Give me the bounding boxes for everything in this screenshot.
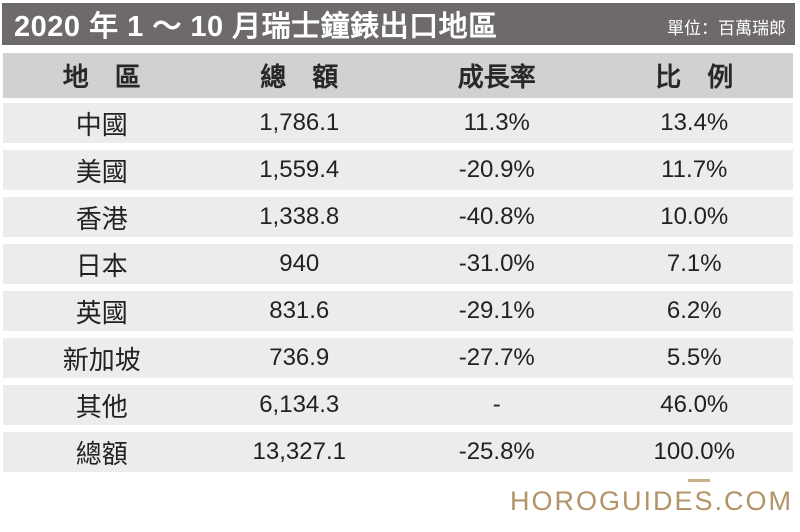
horoguides-logo-mark <box>688 479 710 482</box>
table-row-japan: 日本 940 -31.0% 7.1% <box>3 244 793 284</box>
region-cell: 香港 <box>75 203 128 234</box>
growth-cell: -25.8% <box>458 438 535 465</box>
share-cell: 13.4% <box>660 109 729 136</box>
share-cell: 46.0% <box>660 391 729 418</box>
growth-cell: -40.8% <box>458 203 535 230</box>
total-cell: 831.6 <box>269 297 330 324</box>
total-cell: 13,327.1 <box>252 438 346 465</box>
table-row-usa: 美國 1,559.4 -20.9% 11.7% <box>3 150 793 190</box>
growth-cell: 11.3% <box>463 109 530 136</box>
region-cell: 美國 <box>75 156 128 187</box>
table-row-others: 其他 6,134.3 - 46.0% <box>3 385 793 425</box>
page-title: 2020 年 1 ～ 10 月瑞士鐘錶出口地區 <box>14 11 498 43</box>
share-cell: 7.1% <box>666 250 722 277</box>
total-cell: 6,134.3 <box>259 391 340 418</box>
title-bar: 2020 年 1 ～ 10 月瑞士鐘錶出口地區 單位：百萬瑞郎 <box>2 3 795 45</box>
region-cell: 中國 <box>75 109 128 140</box>
total-cell: 1,338.8 <box>259 203 340 230</box>
column-header-share: 比 例 <box>655 62 734 92</box>
table-row-china: 中國 1,786.1 11.3% 13.4% <box>3 103 793 143</box>
table-row-uk: 英國 831.6 -29.1% 6.2% <box>3 291 793 331</box>
region-cell: 總額 <box>75 438 128 469</box>
export-table: 地 區 總 額 成長率 比 例 中國 1,786.1 11.3% 13.4% 美… <box>3 53 793 472</box>
column-header-total: 總 額 <box>260 62 339 92</box>
column-header-growth: 成長率 <box>457 62 536 92</box>
region-cell: 英國 <box>75 297 128 328</box>
region-cell: 日本 <box>75 250 128 281</box>
table-row-singapore: 新加坡 736.9 -27.7% 5.5% <box>3 338 793 378</box>
table-row-total: 總額 13,327.1 -25.8% 100.0% <box>3 432 793 472</box>
region-cell: 新加坡 <box>62 344 141 375</box>
unit-label: 單位：百萬瑞郎 <box>667 19 786 38</box>
total-cell: 1,786.1 <box>259 109 340 136</box>
horoguides-watermark: HOROGUIDES.COM <box>509 486 793 516</box>
share-cell: 5.5% <box>666 344 722 371</box>
column-header-region: 地 區 <box>62 62 141 92</box>
growth-cell: -27.7% <box>458 344 535 371</box>
share-cell: 10.0% <box>660 203 729 230</box>
share-cell: 11.7% <box>661 156 728 183</box>
growth-cell: -31.0% <box>458 250 535 277</box>
growth-cell: -20.9% <box>458 156 535 183</box>
region-cell: 其他 <box>75 391 128 422</box>
share-cell: 6.2% <box>666 297 722 324</box>
growth-cell: - <box>492 391 501 418</box>
growth-cell: -29.1% <box>458 297 535 324</box>
table-header-row: 地 區 總 額 成長率 比 例 <box>3 53 793 98</box>
table-row-hongkong: 香港 1,338.8 -40.8% 10.0% <box>3 197 793 237</box>
total-cell: 940 <box>279 250 320 277</box>
share-cell: 100.0% <box>653 438 735 465</box>
total-cell: 1,559.4 <box>259 156 340 183</box>
total-cell: 736.9 <box>269 344 330 371</box>
